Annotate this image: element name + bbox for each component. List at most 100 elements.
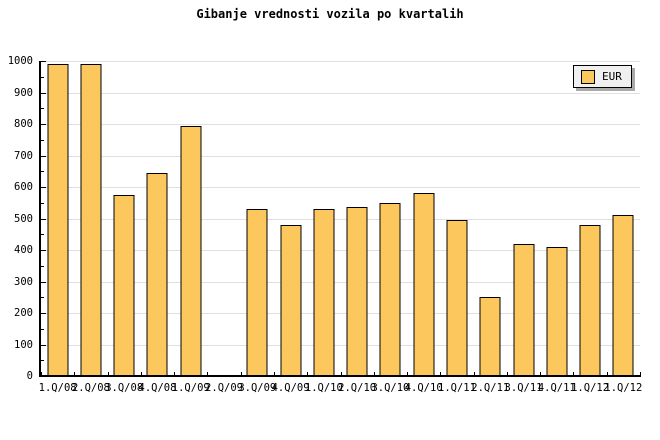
y-tick-minor-350: [41, 265, 44, 267]
y-tick-minor-550: [41, 202, 44, 204]
y-axis-tick-label: 0: [26, 370, 33, 382]
x-axis-tick: [373, 372, 375, 376]
y-axis-tick-label: 100: [14, 338, 33, 351]
bar-slot-1.Q/08: [41, 61, 74, 376]
bar-slot-2.Q/11: [474, 61, 507, 376]
x-axis-tick: [107, 372, 109, 376]
y-tick-major-100: [41, 344, 46, 346]
y-axis-tick-label: 800: [14, 118, 33, 130]
bar-slot-4.Q/09: [274, 61, 307, 376]
gridline-300: [41, 281, 640, 283]
bar-slot-1.Q/10: [307, 61, 340, 376]
y-axis-tick-label: 400: [14, 244, 33, 256]
x-axis-tick-label: 4.Q/09: [271, 382, 310, 394]
bar-1.Q/11: [446, 220, 468, 376]
gridline-600: [41, 187, 640, 188]
gridline-200: [41, 313, 640, 314]
y-tick-minor-250: [41, 297, 44, 299]
x-axis-tick-label: 2.Q/10: [338, 382, 377, 394]
bar-slot-3.Q/08: [108, 61, 141, 376]
x-axis-tick-label: 1.Q/10: [304, 382, 343, 394]
bar-1.Q/09: [180, 125, 202, 376]
x-axis-tick-label: 4.Q/10: [404, 382, 443, 394]
x-axis-tick: [174, 372, 176, 376]
gridline-100: [41, 344, 640, 346]
bar-1.Q/10: [313, 209, 335, 376]
gridline-400: [41, 250, 640, 251]
x-axis-tick-label: 4.Q/08: [138, 382, 177, 394]
y-axis-tick-label: 600: [14, 181, 33, 193]
x-axis-tick-label: 2.Q/09: [205, 382, 243, 394]
y-tick-major-300: [41, 281, 46, 283]
bar-1.Q/12: [579, 224, 601, 376]
bar-2.Q/08: [80, 64, 102, 376]
bar-slot-2.Q/10: [341, 61, 374, 376]
bar-slot-2.Q/08: [74, 61, 107, 376]
bar-slot-1.Q/12: [607, 61, 640, 376]
x-axis-tick: [207, 372, 209, 376]
bar-3.Q/10: [379, 202, 401, 376]
y-tick-major-600: [41, 187, 46, 188]
bar-slot-3.Q/09: [241, 61, 274, 376]
y-tick-minor-150: [41, 328, 44, 330]
x-axis-tick-label: 4.Q/11: [537, 382, 576, 394]
x-axis-line: [39, 375, 641, 377]
y-tick-major-700: [41, 155, 46, 157]
x-axis-tick-label: 1.Q/11: [438, 382, 476, 394]
y-tick-minor-650: [41, 171, 44, 173]
plot-area: [41, 61, 641, 376]
x-axis-tick-label: 2.Q/11: [471, 382, 510, 394]
y-tick-major-900: [41, 92, 46, 94]
y-tick-major-500: [41, 218, 46, 220]
x-axis-tick-label: 1.Q/12: [571, 382, 610, 394]
bar-1.Q/12: [612, 215, 634, 376]
y-axis-tick-label: 200: [14, 307, 33, 319]
bar-slot-1.Q/12: [574, 61, 607, 376]
gridline-900: [41, 92, 640, 94]
bar-4.Q/09: [280, 224, 302, 376]
y-tick-major-200: [41, 313, 46, 314]
bar-3.Q/08: [113, 194, 135, 376]
x-axis-tick: [240, 372, 242, 376]
x-axis-tick-label: 1.Q/12: [604, 382, 643, 394]
x-axis-tick: [640, 372, 641, 376]
x-axis-tick-label: 1.Q/09: [171, 382, 210, 394]
bar-slot-4.Q/10: [407, 61, 440, 376]
bar-2.Q/10: [346, 207, 368, 376]
y-axis-tick-label: 300: [14, 275, 33, 288]
bar-3.Q/09: [246, 209, 268, 376]
legend-box: EUR: [573, 65, 632, 88]
y-tick-minor-450: [41, 234, 44, 236]
x-axis-tick: [273, 372, 275, 376]
bar-slot-4.Q/11: [540, 61, 573, 376]
bar-slot-1.Q/11: [440, 61, 473, 376]
bar-slot-2.Q/09: [207, 61, 240, 376]
x-axis-tick: [407, 372, 409, 376]
y-axis-tick-label: 700: [14, 149, 33, 162]
bar-slot-4.Q/08: [141, 61, 174, 376]
x-axis-tick: [473, 372, 475, 376]
x-axis-tick-label: 2.Q/08: [71, 382, 110, 394]
chart-title: Gibanje vrednosti vozila po kvartalih: [196, 7, 464, 21]
y-tick-major-800: [41, 124, 46, 125]
y-tick-minor-850: [41, 108, 44, 110]
bar-1.Q/08: [47, 64, 69, 376]
bars-container: [41, 61, 640, 376]
bar-slot-1.Q/09: [174, 61, 207, 376]
bar-4.Q/11: [546, 246, 568, 376]
x-axis-tick: [506, 372, 508, 376]
gridline-800: [41, 124, 640, 125]
x-axis-tick: [140, 372, 142, 376]
bar-4.Q/08: [146, 172, 168, 376]
y-axis-line: [39, 61, 41, 377]
x-axis-tick: [440, 372, 442, 376]
y-tick-minor-50: [41, 360, 44, 362]
x-axis-tick: [606, 372, 608, 376]
y-tick-major-400: [41, 250, 46, 251]
bar-slot-3.Q/10: [374, 61, 407, 376]
x-axis-tick-label: 3.Q/09: [238, 382, 277, 394]
x-axis-tick: [573, 372, 575, 376]
gridline-500: [41, 218, 640, 220]
bar-3.Q/11: [513, 243, 535, 376]
